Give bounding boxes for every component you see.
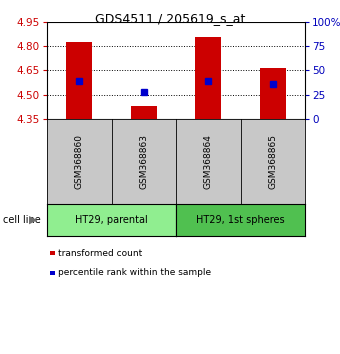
- Text: cell line: cell line: [3, 215, 41, 225]
- Bar: [195, 36, 221, 119]
- Text: GSM368865: GSM368865: [268, 134, 277, 189]
- Text: GSM368860: GSM368860: [75, 134, 84, 189]
- Text: percentile rank within the sample: percentile rank within the sample: [58, 268, 211, 277]
- Text: HT29, 1st spheres: HT29, 1st spheres: [196, 215, 285, 225]
- Text: GSM368864: GSM368864: [204, 134, 213, 189]
- Bar: [66, 42, 92, 119]
- Text: GDS4511 / 205619_s_at: GDS4511 / 205619_s_at: [95, 12, 245, 25]
- Text: ▶: ▶: [29, 215, 38, 225]
- Bar: [260, 68, 286, 119]
- Text: transformed count: transformed count: [58, 249, 142, 258]
- Text: GSM368863: GSM368863: [139, 134, 148, 189]
- Bar: [131, 106, 157, 119]
- Text: HT29, parental: HT29, parental: [75, 215, 148, 225]
